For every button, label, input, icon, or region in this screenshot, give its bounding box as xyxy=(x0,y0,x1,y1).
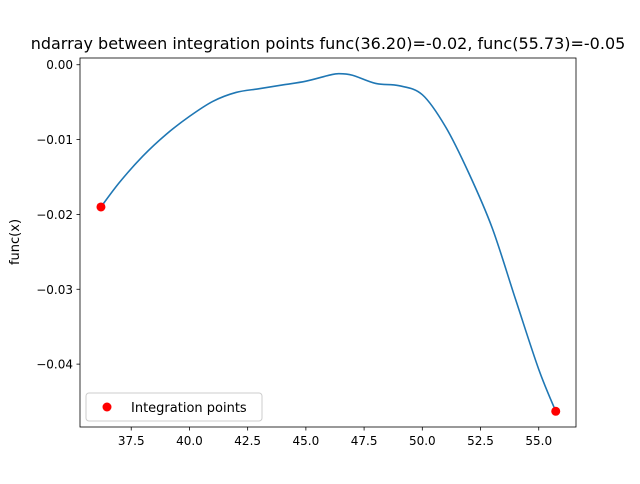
y-tick-label: −0.01 xyxy=(36,133,73,147)
legend-label: Integration points xyxy=(131,401,247,416)
series-layer xyxy=(96,72,561,416)
y-tick-label: 0.00 xyxy=(46,58,73,72)
y-tick-label: −0.04 xyxy=(36,358,73,372)
x-tick-label: 42.5 xyxy=(234,434,261,448)
legend-marker xyxy=(102,402,112,412)
y-axis-label: func(x) xyxy=(8,219,23,265)
x-tick-label: 37.5 xyxy=(118,434,145,448)
y-tick-label: −0.02 xyxy=(36,208,73,222)
chart-title: ndarray between integration points func(… xyxy=(31,34,626,53)
x-tick-label: 55.0 xyxy=(525,434,552,448)
x-tick-label: 45.0 xyxy=(293,434,320,448)
func-line-series xyxy=(100,72,557,412)
x-tick-label: 40.0 xyxy=(176,434,203,448)
x-tick-label: 50.0 xyxy=(409,434,436,448)
integration-point xyxy=(96,202,106,212)
plot-frame xyxy=(79,57,577,428)
y-tick-label: −0.03 xyxy=(36,283,73,297)
x-axis-ticks: 37.5 40.0 42.5 45.0 47.5 50.0 52.5 55.0 xyxy=(118,427,552,448)
legend-box xyxy=(85,392,263,422)
integration-point xyxy=(551,406,561,416)
y-axis-ticks: 0.00 −0.01 −0.02 −0.03 −0.04 xyxy=(36,58,80,372)
plot-area xyxy=(80,58,576,427)
x-tick-label: 52.5 xyxy=(467,434,494,448)
x-tick-label: 47.5 xyxy=(351,434,378,448)
legend: Integration points xyxy=(85,392,263,422)
